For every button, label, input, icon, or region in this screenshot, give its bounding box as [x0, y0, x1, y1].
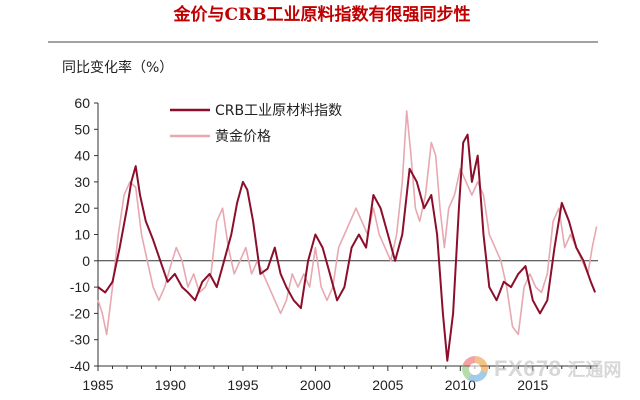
y-tick-label: 10 [74, 227, 90, 243]
series-group [97, 110, 598, 362]
series-line-1 [97, 110, 598, 336]
y-tick-label: -10 [70, 279, 90, 295]
y-tick-label: 50 [74, 121, 90, 137]
y-tick-label: 0 [82, 253, 90, 269]
x-tick-label: 1990 [155, 377, 186, 393]
x-tick-label: 2005 [372, 377, 403, 393]
y-tick-label: 20 [74, 200, 90, 216]
y-tick-label: -20 [70, 305, 90, 321]
x-tick-label: 2015 [517, 377, 548, 393]
y-tick-label: -30 [70, 332, 90, 348]
watermark-text-cn: 汇通网 [567, 360, 622, 381]
fx678-logo-icon [462, 356, 488, 382]
watermark: FX678 汇通网 [462, 352, 630, 386]
x-tick-label: 2000 [300, 377, 331, 393]
series-line-0 [97, 133, 597, 362]
x-tick-label: 2010 [445, 377, 476, 393]
x-tick-label: 1995 [227, 377, 258, 393]
chart-title: 金价与CRB工业原料指数有很强同步性 [172, 4, 470, 25]
y-tick-label: -40 [70, 358, 90, 374]
x-tick-label: 1985 [82, 377, 113, 393]
y-tick-label: 40 [74, 148, 90, 164]
y-axis-label: 同比变化率（%） [62, 59, 173, 76]
y-tick-label: 60 [74, 95, 90, 111]
y-tick-label: 30 [74, 174, 90, 190]
watermark-text: FX678 [494, 356, 562, 381]
legend-label-0: CRB工业原材料指数 [215, 103, 342, 119]
legend-label-1: 黄金价格 [215, 128, 271, 145]
